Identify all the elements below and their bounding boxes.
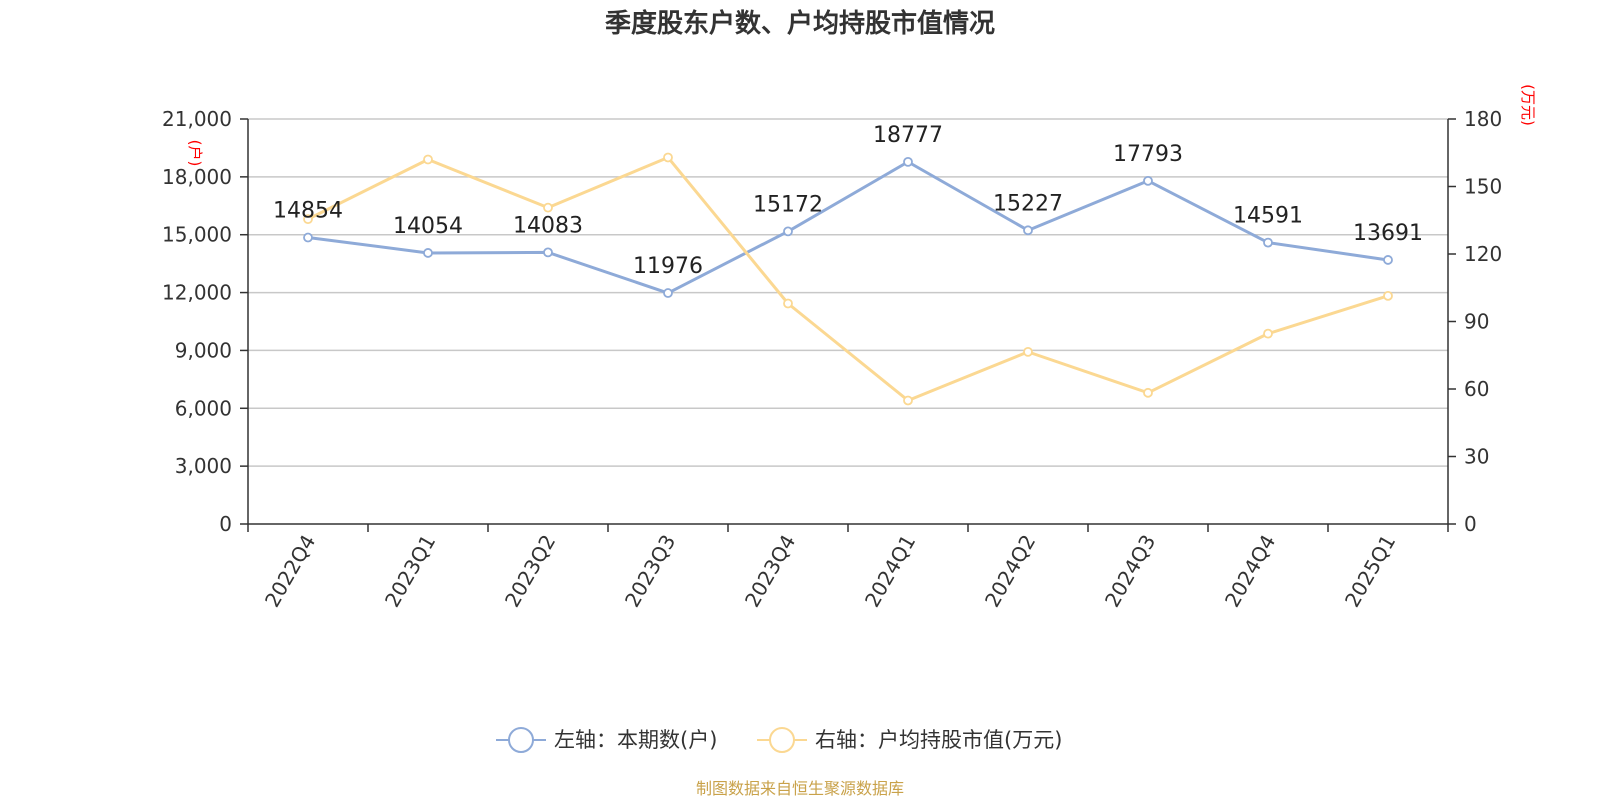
- data-label: 14854: [273, 199, 343, 224]
- left-axis-tick-label: 3,000: [175, 454, 232, 478]
- data-label: 11976: [633, 254, 703, 279]
- source-note: 制图数据来自恒生聚源数据库: [696, 779, 904, 798]
- data-label: 18777: [873, 123, 943, 148]
- x-axis-category-label: 2023Q4: [740, 531, 800, 612]
- series-1-point: [543, 247, 553, 258]
- right-axis-unit: (万元): [1519, 84, 1537, 126]
- grid-lines: [248, 118, 1448, 467]
- series-2-point: [1383, 290, 1393, 301]
- series-1-point: [1383, 255, 1393, 265]
- legend-swatch-marker: [508, 727, 534, 753]
- series-2-point: [663, 152, 673, 163]
- series-1-point: [1023, 225, 1033, 236]
- series-1-point: [903, 156, 913, 167]
- series-1-point: [1143, 175, 1153, 186]
- data-label: 13691: [1353, 221, 1423, 246]
- left-axis-tick-label: 0: [219, 512, 232, 536]
- legend: 左轴：本期数(户) 右轴：户均持股市值(万元): [496, 727, 1062, 753]
- left-axis-tick-label: 21,000: [162, 107, 232, 131]
- series-1-point: [423, 248, 433, 258]
- right-axis-tick-label: 150: [1464, 175, 1502, 199]
- x-axis-category-label: 2024Q4: [1220, 531, 1280, 612]
- series-2-point: [903, 395, 913, 406]
- series-1-point: [783, 226, 793, 237]
- x-axis-category-label: 2022Q4: [260, 531, 320, 612]
- x-axis-category-label: 2024Q3: [1100, 531, 1160, 612]
- series-2-point: [543, 202, 553, 213]
- axes: 0 3,000 6,000 9,000 12,000 15,000 18,000 21,000…: [162, 84, 1537, 611]
- series-2-point: [1023, 346, 1033, 357]
- x-axis-category-label: 2023Q3: [620, 531, 680, 612]
- data-label: 15227: [993, 191, 1063, 216]
- right-axis-tick-label: 180: [1464, 107, 1502, 131]
- series-2-point: [303, 214, 313, 225]
- series-line-2: [307, 155, 1389, 402]
- series-2-point: [1263, 328, 1273, 339]
- data-label: 14054: [393, 214, 463, 239]
- series-1-point: [303, 232, 313, 243]
- legend-swatch-marker: [769, 727, 795, 753]
- x-axis-category-label: 2024Q1: [860, 531, 920, 612]
- left-axis-tick-label: 15,000: [162, 223, 232, 247]
- x-axis-category-label: 2023Q1: [380, 531, 440, 612]
- legend-label: 右轴：户均持股市值(万元): [815, 728, 1062, 752]
- series-2-point: [423, 154, 433, 165]
- series-layer: 14854 14054 14083 11976 15172 18777 15227 17793…: [273, 123, 1423, 406]
- x-axis-category-label: 2024Q2: [980, 531, 1040, 612]
- legend-label: 左轴：本期数(户): [554, 728, 717, 752]
- series-line-1: [307, 160, 1389, 295]
- chart-title: 季度股东户数、户均持股市值情况: [605, 8, 995, 39]
- data-label: 15172: [753, 192, 823, 217]
- right-axis-tick-label: 120: [1464, 242, 1502, 266]
- data-label: 14591: [1233, 204, 1303, 229]
- right-axis-tick-label: 90: [1464, 310, 1489, 334]
- series-1-point: [1263, 237, 1273, 248]
- data-label: 17793: [1113, 142, 1183, 167]
- right-axis-tick-label: 0: [1464, 512, 1477, 536]
- series-1-point: [663, 288, 673, 298]
- series-2-point: [1143, 387, 1153, 398]
- left-axis-tick-label: 12,000: [162, 281, 232, 305]
- series-2-point: [783, 298, 793, 309]
- right-axis-tick-label: 60: [1464, 377, 1489, 401]
- x-axis-category-label: 2023Q2: [500, 531, 560, 612]
- left-axis-unit: (户): [186, 140, 204, 167]
- left-axis-tick-label: 18,000: [162, 165, 232, 189]
- left-axis-tick-label: 9,000: [175, 338, 232, 362]
- data-label: 14083: [513, 213, 583, 238]
- x-axis-category-label: 2025Q1: [1340, 531, 1400, 612]
- right-axis-tick-label: 30: [1464, 445, 1489, 469]
- left-axis-tick-label: 6,000: [175, 396, 232, 420]
